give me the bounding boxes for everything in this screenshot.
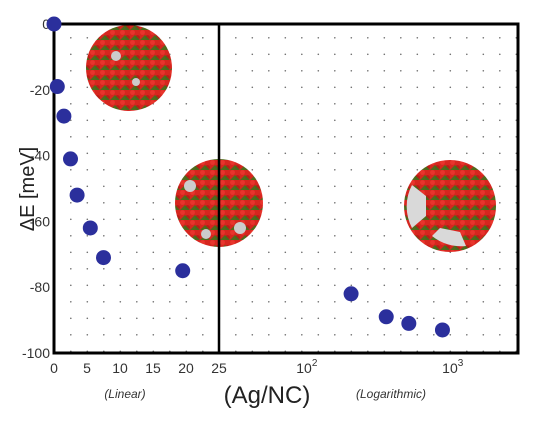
y-tick-label: -20 — [30, 82, 50, 98]
data-point-linear — [49, 79, 65, 95]
y-tick-label: 0 — [42, 16, 50, 32]
x-tick-label: 15 — [145, 360, 161, 376]
x-tick-label: 5 — [83, 360, 91, 376]
nanocluster-image-small — [86, 25, 172, 111]
data-point-log — [343, 286, 359, 302]
data-point-log — [378, 309, 394, 325]
y-tick-label: -100 — [22, 345, 50, 361]
x-tick-label: 20 — [178, 360, 194, 376]
data-point-log — [401, 315, 417, 331]
data-point-linear — [56, 108, 72, 124]
x-tick-label-log: 102 — [296, 358, 318, 376]
nanocluster-renderings — [86, 25, 496, 252]
data-point-log — [434, 322, 450, 338]
y-axis-label: ΔE [meV] — [17, 147, 39, 232]
y-tick-label: -40 — [30, 148, 50, 164]
x-axis-label: (Ag/NC) — [224, 382, 311, 409]
linear-panel-annotation: (Linear) — [104, 387, 145, 401]
data-point-linear — [46, 16, 62, 32]
data-point-linear — [82, 220, 98, 236]
plot-frame — [52, 22, 520, 355]
y-axis-tick-labels: 0 -20 -40 -60 -80 -100 — [22, 16, 50, 361]
nanocluster-image-large — [404, 160, 496, 252]
data-points — [46, 16, 450, 338]
x-axis-tick-labels: 0 5 10 15 20 25 102 103 — [50, 358, 464, 376]
y-tick-label: -80 — [30, 279, 50, 295]
x-tick-label-log: 103 — [442, 358, 464, 376]
y-tick-label: -60 — [30, 213, 50, 229]
data-point-linear — [175, 263, 191, 279]
x-tick-label: 10 — [112, 360, 128, 376]
data-point-linear — [96, 250, 111, 266]
data-point-linear — [63, 151, 78, 167]
log-panel-annotation: (Logarithmic) — [356, 387, 426, 401]
x-tick-label: 25 — [211, 360, 227, 376]
x-tick-label: 0 — [50, 360, 58, 376]
data-point-linear — [69, 187, 85, 203]
